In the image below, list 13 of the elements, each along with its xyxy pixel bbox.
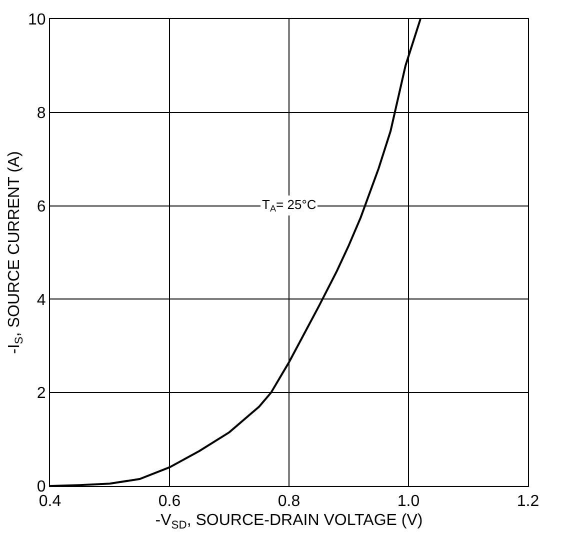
x-tick-label: 1.2 [516, 493, 540, 510]
x-tick-label: 1.0 [397, 493, 420, 510]
x-tick-label: 0.6 [158, 493, 181, 510]
y-tick-label: 0 [36, 478, 46, 496]
y-tick-label: 4 [36, 292, 46, 309]
x-axis-title: -V$_{SD}$, SOURCE-DRAIN VOLTAGE (V) [155, 512, 423, 532]
x-tick-label: 0.8 [278, 493, 300, 510]
y-tick-label: 2 [36, 385, 46, 402]
y-tick-label: 6 [36, 198, 46, 216]
x-tick-label: 0.4 [38, 493, 62, 510]
annotation: T$_{A}$= 25°C [262, 197, 316, 214]
y-tick-label: 10 [28, 12, 46, 29]
y-tick-label: 8 [36, 105, 46, 122]
